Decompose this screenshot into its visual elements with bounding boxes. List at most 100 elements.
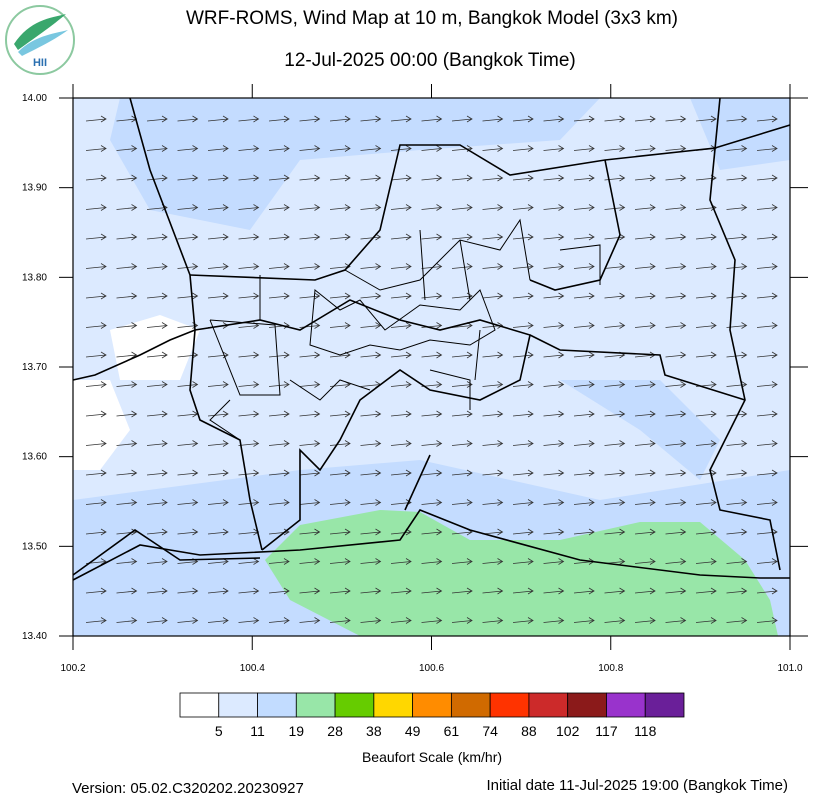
wind-arrow bbox=[329, 115, 351, 123]
wind-arrow bbox=[421, 115, 443, 123]
wind-arrow bbox=[634, 204, 656, 211]
wind-arrow bbox=[85, 410, 107, 418]
x-tick-label: 100.2 bbox=[60, 663, 85, 674]
wind-arrow bbox=[146, 381, 168, 388]
wind-arrow bbox=[329, 410, 351, 418]
wind-arrow bbox=[482, 115, 504, 123]
wind-field bbox=[73, 98, 790, 636]
wind-arrow bbox=[146, 292, 168, 300]
wind-arrow bbox=[573, 263, 595, 270]
wind-arrow bbox=[482, 440, 504, 447]
colorbar-label: 19 bbox=[289, 723, 305, 739]
wind-arrow bbox=[299, 440, 321, 447]
wind-arrow bbox=[299, 528, 321, 536]
wind-arrow bbox=[543, 381, 565, 388]
wind-arrow bbox=[85, 351, 107, 359]
wind-arrow bbox=[665, 351, 687, 359]
wind-arrow bbox=[238, 351, 260, 359]
colorbar-swatch bbox=[295, 692, 336, 718]
wind-arrow bbox=[360, 469, 382, 477]
wind-arrow bbox=[695, 587, 717, 595]
wind-arrow bbox=[116, 351, 138, 359]
wind-arrow bbox=[390, 233, 412, 241]
colorbar-swatch bbox=[412, 692, 452, 718]
district-border bbox=[429, 244, 601, 410]
wind-arrow bbox=[512, 469, 534, 477]
wind-arrow bbox=[177, 381, 199, 388]
wind-arrow bbox=[85, 499, 107, 506]
wind-arrow bbox=[299, 499, 321, 506]
wind-arrow bbox=[451, 558, 473, 565]
wind-arrow bbox=[238, 440, 260, 447]
colorbar-swatch bbox=[373, 692, 414, 718]
wind-arrow bbox=[665, 263, 687, 270]
y-tick-label: 13.90 bbox=[22, 183, 47, 194]
wind-arrow bbox=[238, 145, 260, 152]
wind-arrow bbox=[238, 233, 260, 241]
wind-arrow bbox=[604, 174, 626, 182]
wind-arrow bbox=[116, 322, 138, 329]
colorbar-label: 49 bbox=[405, 723, 421, 739]
wind-arrow bbox=[604, 233, 626, 241]
wind-arrow bbox=[421, 528, 443, 536]
wind-arrow bbox=[299, 558, 321, 565]
wind-arrow bbox=[116, 410, 138, 418]
wind-arrow bbox=[177, 499, 199, 506]
wind-arrow bbox=[482, 587, 504, 595]
wind-arrow bbox=[390, 410, 412, 418]
colorbar-swatch bbox=[606, 692, 646, 718]
wind-arrow bbox=[543, 558, 565, 565]
wind-arrow bbox=[116, 263, 138, 270]
wind-arrow bbox=[390, 174, 412, 182]
wind-arrow bbox=[512, 528, 534, 536]
wind-arrow bbox=[543, 587, 565, 595]
x-tick-label: 100.8 bbox=[598, 663, 623, 674]
wind-arrow bbox=[268, 233, 290, 241]
wind-arrow bbox=[482, 233, 504, 241]
wind-arrow bbox=[543, 440, 565, 447]
wind-arrow bbox=[543, 174, 565, 182]
wind-arrow bbox=[85, 115, 107, 123]
wind-arrow bbox=[756, 322, 778, 329]
wind-arrow bbox=[695, 351, 717, 359]
y-tick-label: 13.80 bbox=[22, 272, 47, 283]
wind-arrow bbox=[207, 440, 229, 447]
logo-leaf bbox=[14, 14, 66, 50]
wind-arrow bbox=[360, 440, 382, 447]
wind-arrow bbox=[665, 410, 687, 418]
wind-arrow bbox=[604, 381, 626, 388]
wind-arrow bbox=[726, 528, 748, 536]
wind-arrow bbox=[482, 558, 504, 565]
wind-arrow bbox=[634, 499, 656, 506]
wind-arrow bbox=[573, 469, 595, 477]
wind-arrow bbox=[146, 233, 168, 241]
wind-arrow bbox=[360, 292, 382, 300]
wind-arrow bbox=[421, 263, 443, 270]
wind-arrow bbox=[421, 587, 443, 595]
wind-arrow bbox=[390, 440, 412, 447]
y-tick-label: 14.00 bbox=[22, 93, 47, 104]
wind-arrow bbox=[329, 204, 351, 211]
wind-arrow bbox=[573, 410, 595, 418]
wind-arrow bbox=[116, 292, 138, 300]
wind-arrow bbox=[360, 233, 382, 241]
wind-arrow bbox=[116, 204, 138, 211]
wind-zone-mid bbox=[560, 380, 720, 480]
x-tick-label: 100.4 bbox=[240, 663, 265, 674]
wind-arrow bbox=[604, 499, 626, 506]
wind-arrow bbox=[726, 440, 748, 447]
wind-arrow bbox=[116, 558, 138, 565]
wind-arrow bbox=[421, 440, 443, 447]
wind-arrow bbox=[756, 263, 778, 270]
wind-arrow bbox=[268, 145, 290, 152]
wind-arrow bbox=[665, 381, 687, 388]
wind-arrow bbox=[695, 617, 717, 624]
wind-arrow bbox=[299, 115, 321, 123]
wind-arrow bbox=[207, 204, 229, 211]
wind-arrow bbox=[360, 528, 382, 536]
wind-arrow bbox=[146, 351, 168, 359]
wind-arrow bbox=[207, 587, 229, 595]
wind-arrow bbox=[390, 381, 412, 388]
wind-arrow bbox=[756, 174, 778, 182]
